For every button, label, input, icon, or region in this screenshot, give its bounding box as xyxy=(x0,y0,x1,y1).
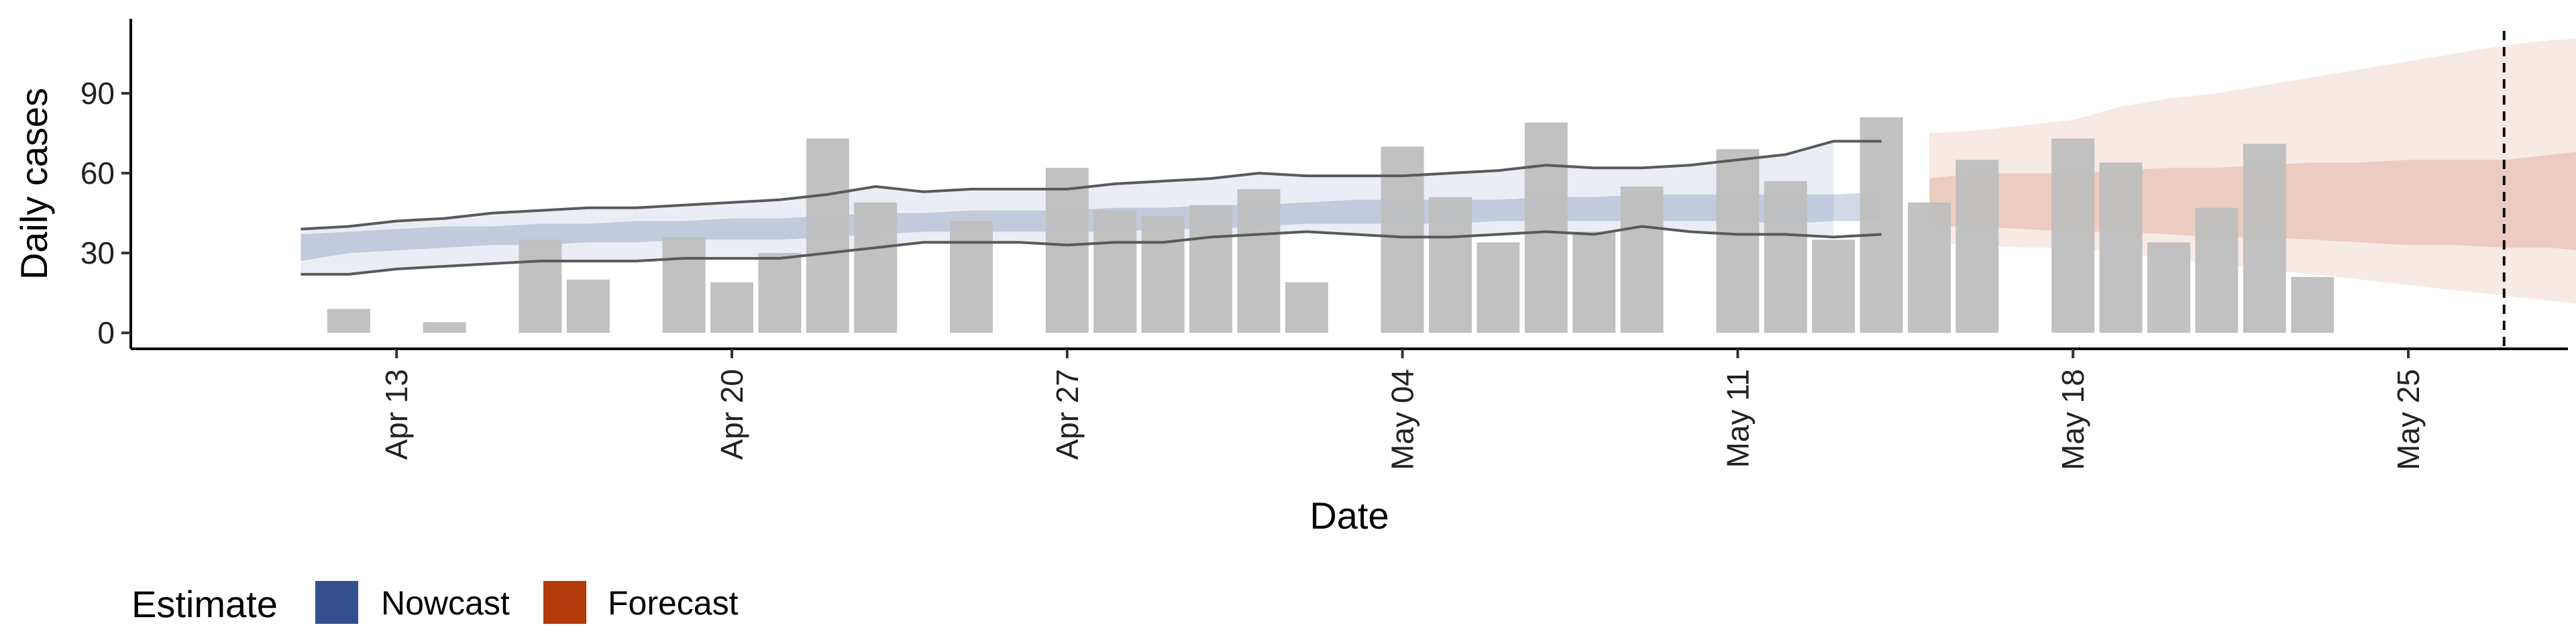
case-bar xyxy=(1572,231,1616,333)
case-bar xyxy=(1093,210,1137,333)
case-bar xyxy=(950,221,993,333)
case-bar xyxy=(662,237,706,333)
case-bar xyxy=(1908,202,1951,333)
case-bar xyxy=(519,239,562,333)
case-bar xyxy=(806,138,849,333)
y-tick-label: 0 xyxy=(97,315,115,350)
case-bar xyxy=(1524,122,1568,333)
case-bar xyxy=(1955,160,1999,333)
axes: 0 30 60 90 Apr 13 Apr 20 Apr 27 May 04 May 11 May… xyxy=(80,19,2568,470)
case-bar xyxy=(2099,162,2143,333)
y-tick-label: 60 xyxy=(80,156,115,191)
case-bar xyxy=(1477,242,1520,333)
x-tick-label: May 11 xyxy=(1720,369,1755,468)
case-bar xyxy=(327,309,370,333)
case-bar xyxy=(1045,168,1089,333)
x-tick-label: Apr 13 xyxy=(379,369,414,460)
legend-label-nowcast: Nowcast xyxy=(381,584,510,622)
nowcast-inner-band xyxy=(301,191,1882,262)
case-bar xyxy=(2147,242,2190,333)
legend-key-nowcast xyxy=(315,581,358,624)
x-axis-title: Date xyxy=(1309,494,1389,537)
interval-lines xyxy=(301,31,2506,349)
case-bar xyxy=(854,202,898,333)
legend-key-forecast xyxy=(543,581,586,624)
case-bar xyxy=(1285,282,1328,333)
case-bar xyxy=(2051,138,2095,333)
y-axis-title: Daily cases xyxy=(13,88,55,280)
legend-label-forecast: Forecast xyxy=(608,584,739,622)
case-bars xyxy=(327,117,2334,333)
x-tick-label: Apr 27 xyxy=(1050,369,1085,460)
legend: Estimate Nowcast Forecast xyxy=(131,581,739,625)
case-bar xyxy=(1189,205,1232,333)
nowcast-lower-line xyxy=(301,225,1882,276)
x-tick-label: May 04 xyxy=(1385,369,1420,470)
case-bar xyxy=(2291,276,2334,333)
case-bar xyxy=(1381,146,1424,333)
case-bar xyxy=(1429,197,1472,333)
case-bar xyxy=(758,253,802,333)
case-bar xyxy=(1764,181,1807,333)
case-bar xyxy=(1620,186,1664,333)
y-tick-label: 90 xyxy=(80,76,115,111)
case-bar xyxy=(1237,189,1281,333)
case-bar xyxy=(1860,117,1903,333)
case-bar xyxy=(1141,215,1185,333)
case-bar xyxy=(566,279,610,333)
case-bar xyxy=(2195,207,2239,333)
case-bar xyxy=(2243,144,2286,333)
case-bar xyxy=(1716,149,1760,333)
x-tick-label: Apr 20 xyxy=(714,369,749,460)
y-tick-label: 30 xyxy=(80,235,115,270)
legend-title: Estimate xyxy=(131,583,278,625)
nowcast-upper-line xyxy=(301,140,1882,231)
x-tick-label: May 25 xyxy=(2391,369,2426,470)
case-bar xyxy=(1812,239,1856,333)
case-bar xyxy=(423,322,466,333)
case-bar xyxy=(710,282,753,333)
x-tick-label: May 18 xyxy=(2055,369,2090,470)
